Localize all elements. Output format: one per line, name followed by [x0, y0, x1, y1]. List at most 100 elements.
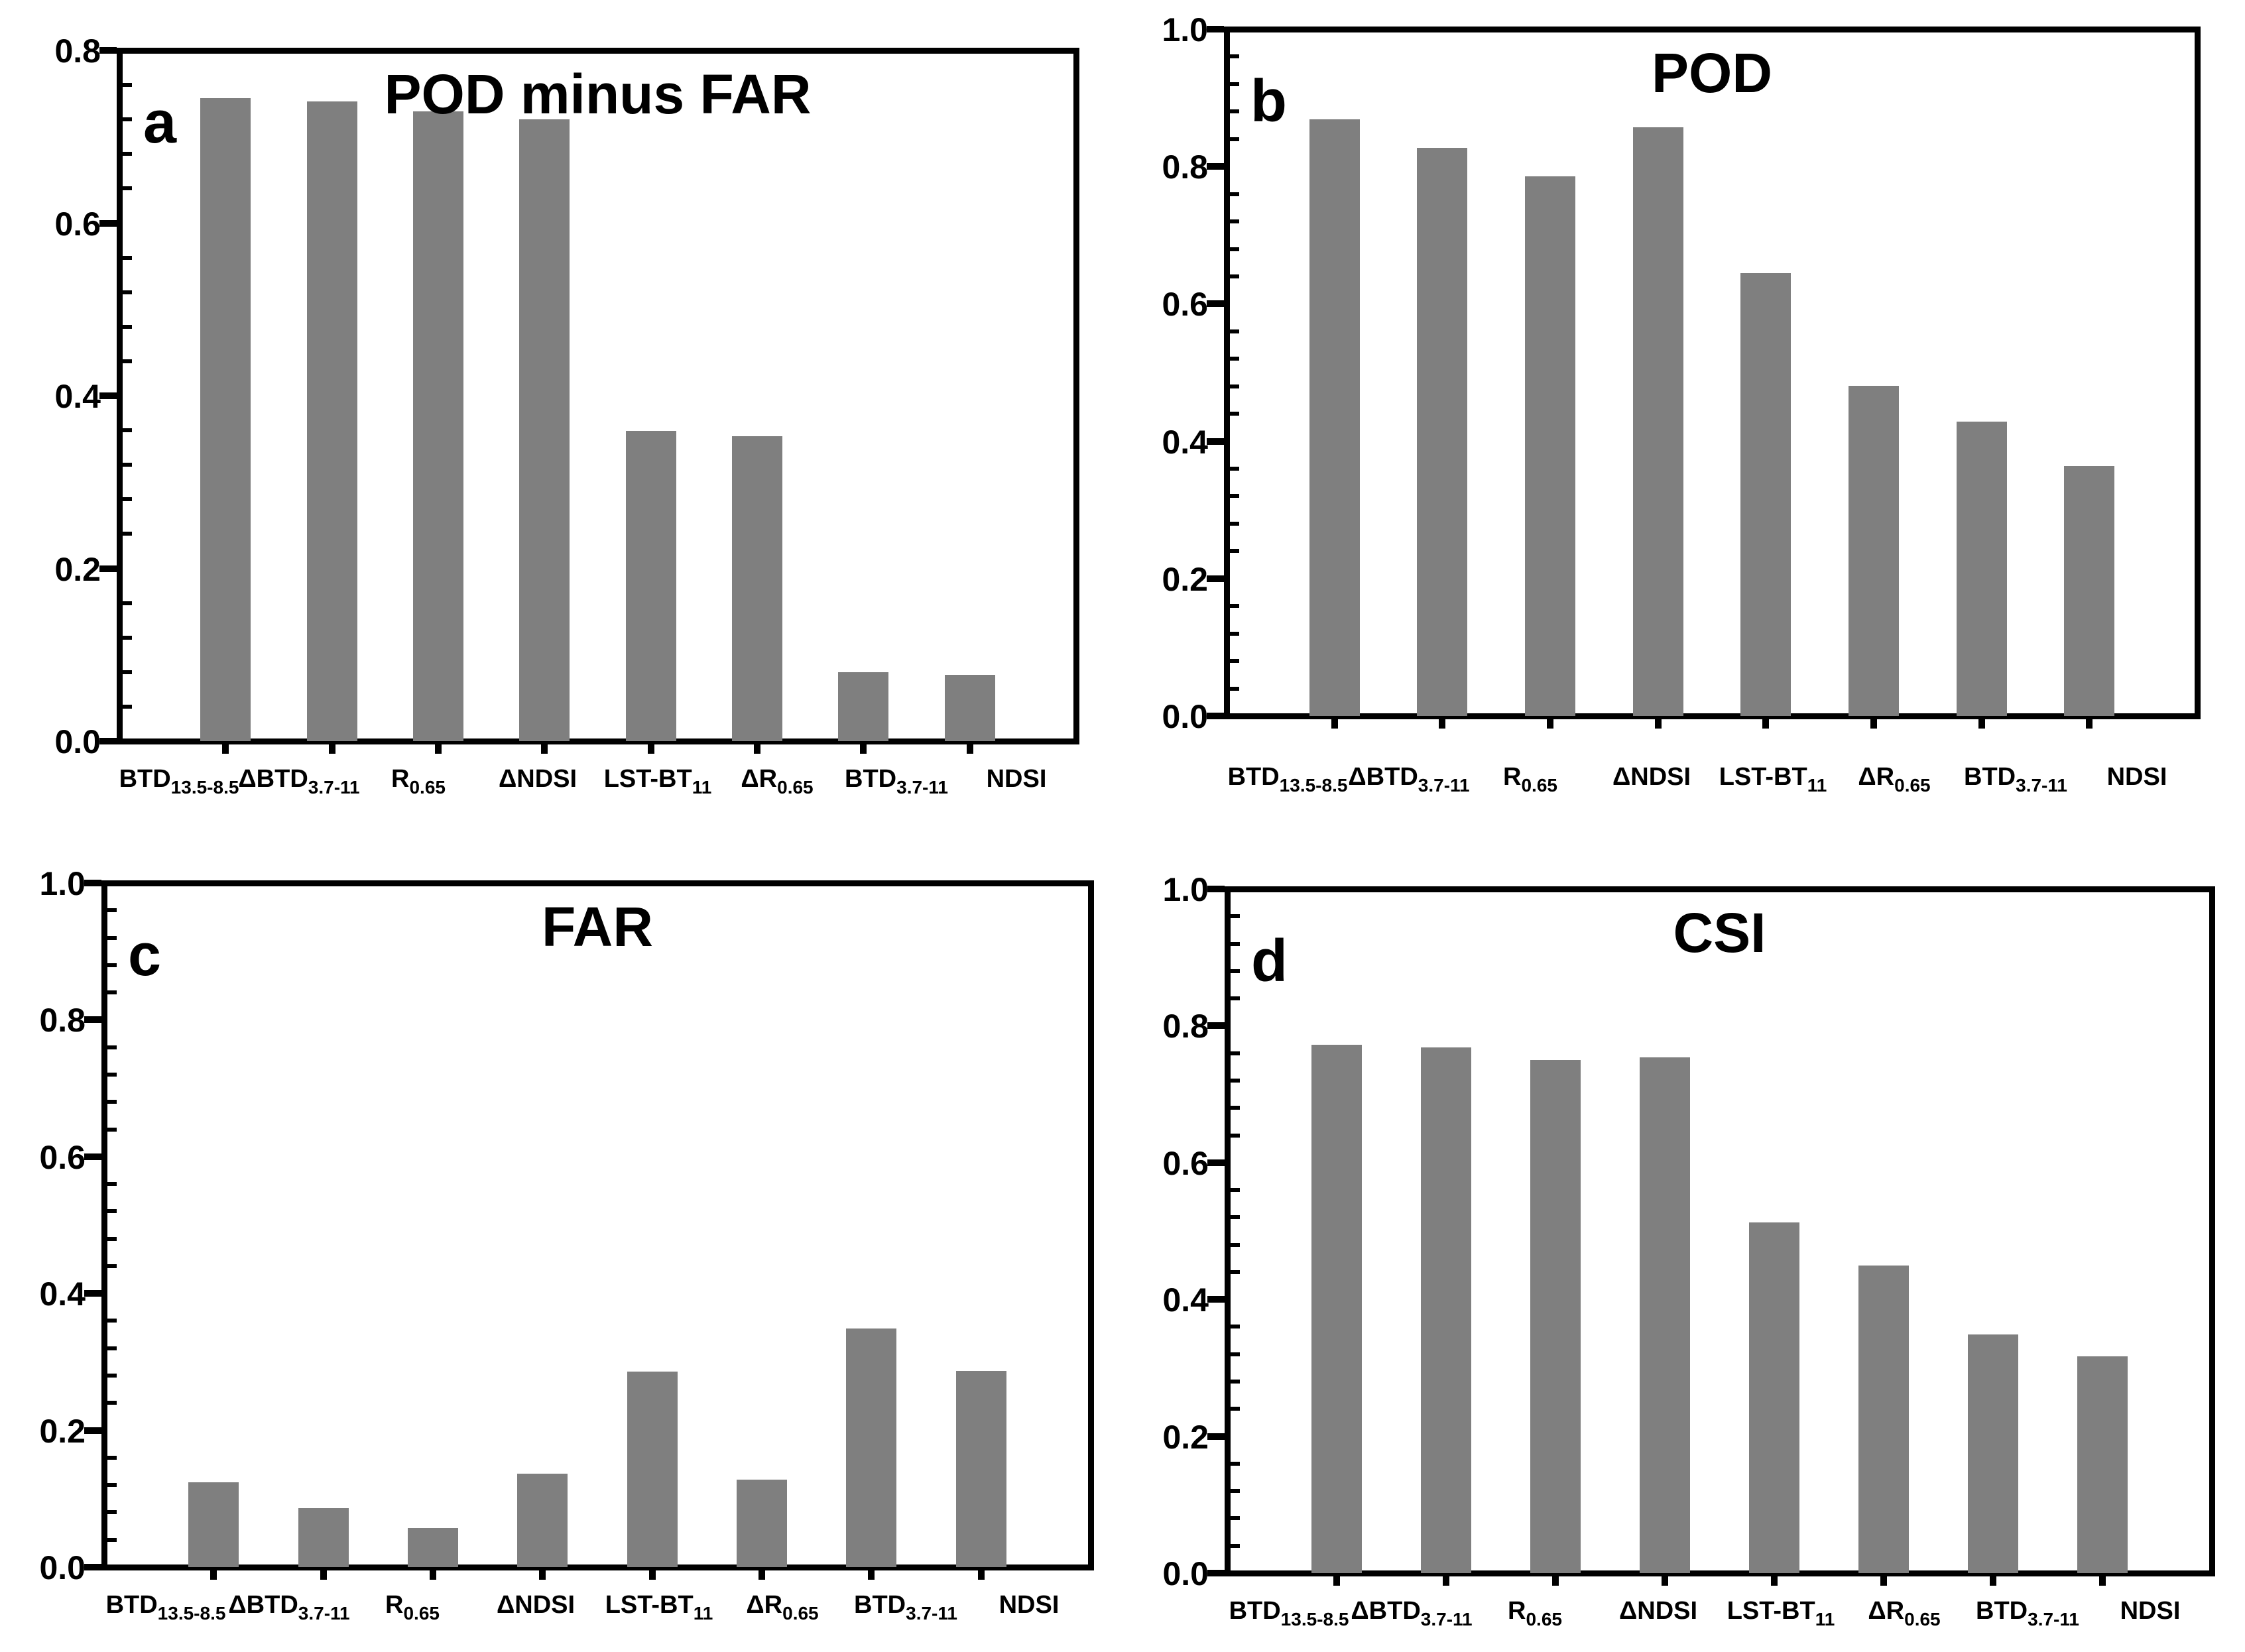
bar-LST-BT_11: [1749, 1222, 1799, 1573]
y-minor-tick: [1231, 1543, 1240, 1548]
x-category-label: BTD3.7-11: [760, 1592, 1052, 1622]
x-category-label: ΔNDSI: [1506, 764, 1797, 790]
x-category-label-main: ΔR: [1858, 763, 1895, 791]
y-minor-tick: [1230, 467, 1239, 471]
y-minor-tick: [1231, 1133, 1240, 1138]
bar-BTD_13.5-8.5: [1309, 119, 1360, 716]
x-category-label-subscript: 3.7-11: [896, 776, 948, 797]
y-minor-tick: [107, 1182, 117, 1187]
x-category-label-subscript: 0.65: [1904, 1608, 1941, 1629]
y-major-tick: [1207, 300, 1224, 308]
plot-box-a: [117, 48, 1079, 744]
x-category-label: BTD3.7-11: [751, 765, 1042, 796]
x-category-label: NDSI: [871, 766, 1162, 792]
y-minor-tick: [123, 324, 132, 329]
y-minor-tick: [1231, 1516, 1240, 1521]
x-tick: [222, 744, 229, 754]
x-category-label-main: ΔBTD: [238, 765, 308, 793]
y-minor-tick: [107, 1209, 117, 1214]
x-category-label-main: BTD: [1229, 1597, 1281, 1625]
x-category-label-main: LST-BT: [603, 765, 692, 793]
y-minor-tick: [1231, 1352, 1240, 1356]
x-category-label: BTD13.5-8.5: [1142, 764, 1433, 794]
y-minor-tick: [1231, 1489, 1240, 1494]
bar-BTD_13.5-8.5: [1311, 1045, 1362, 1573]
x-category-label-main: LST-BT: [605, 1591, 694, 1619]
x-category-label-main: LST-BT: [1727, 1597, 1815, 1625]
y-tick-label: 0.8: [1162, 148, 1208, 186]
y-major-tick: [84, 880, 101, 886]
panel-letter-a: a: [143, 89, 177, 156]
bar-ΔNDSI: [1640, 1057, 1690, 1573]
y-major-tick: [84, 1427, 101, 1434]
y-tick-label: 0.0: [1162, 1555, 1209, 1592]
x-category-label: ΔR0.65: [637, 1592, 928, 1622]
y-major-tick: [99, 219, 117, 227]
y-tick-label: 1.0: [39, 865, 86, 902]
x-category-label-main: BTD: [845, 765, 897, 793]
x-tick: [648, 744, 654, 754]
y-minor-tick: [1230, 604, 1239, 609]
x-tick: [1990, 1576, 1996, 1586]
bar-NDSI: [2064, 466, 2114, 716]
x-category-label-main: NDSI: [2120, 1597, 2181, 1625]
y-tick-label: 0.4: [1162, 1281, 1209, 1319]
x-tick: [1880, 1576, 1887, 1586]
y-minor-tick: [1231, 1078, 1240, 1083]
y-tick-label: 0.6: [1162, 286, 1208, 324]
bar-NDSI: [2077, 1356, 2128, 1573]
x-category-label: ΔNDSI: [1512, 1598, 1804, 1623]
bar-NDSI: [945, 675, 995, 741]
y-minor-tick: [1230, 137, 1239, 141]
y-tick-label: 0.2: [1162, 560, 1208, 598]
y-tick-label: 0.0: [39, 1549, 86, 1586]
y-minor-tick: [1230, 521, 1239, 526]
y-tick-label: 0.6: [54, 205, 101, 243]
y-minor-tick: [123, 428, 132, 433]
bar-BTD_3.7-11: [1968, 1334, 2018, 1573]
x-tick: [1870, 719, 1877, 729]
bar-BTD_3.7-11: [846, 1328, 896, 1567]
x-category-label: ΔBTD3.7-11: [143, 1592, 435, 1622]
y-minor-tick: [1231, 1051, 1240, 1055]
y-minor-tick: [1231, 1188, 1240, 1193]
bar-ΔNDSI: [517, 1474, 568, 1567]
x-category-label-subscript: 3.7-11: [1418, 774, 1470, 796]
y-tick-label: 0.4: [1162, 423, 1208, 461]
x-category-label-subscript: 3.7-11: [298, 1602, 350, 1623]
y-major-tick: [99, 392, 117, 399]
y-major-tick: [84, 1564, 101, 1570]
x-category-label-main: BTD: [1964, 763, 2016, 791]
x-tick: [868, 1570, 875, 1580]
x-category-label-main: ΔBTD: [1348, 763, 1418, 791]
bar-BTD_3.7-11: [1957, 422, 2007, 716]
y-minor-tick: [1231, 969, 1240, 973]
y-minor-tick: [107, 1319, 117, 1323]
x-tick: [435, 744, 442, 754]
bar-LST-BT_11: [626, 431, 676, 741]
x-tick: [541, 744, 548, 754]
bar-BTD_13.5-8.5: [200, 98, 251, 741]
x-tick: [2099, 1576, 2106, 1586]
x-tick: [1978, 719, 1985, 729]
y-minor-tick: [107, 1537, 117, 1542]
y-tick-label: 0.4: [54, 378, 101, 415]
y-major-tick: [1207, 713, 1224, 719]
x-category-label-main: NDSI: [986, 765, 1047, 793]
plot-box-d: [1225, 886, 2215, 1576]
x-tick: [1771, 1576, 1778, 1586]
x-tick: [539, 1570, 546, 1580]
y-major-tick: [1207, 1022, 1225, 1030]
x-category-label: ΔNDSI: [390, 1592, 682, 1618]
y-minor-tick: [123, 117, 132, 122]
x-category-label-subscript: 11: [693, 1602, 713, 1623]
bar-R_0.65: [1525, 176, 1575, 716]
x-category-label-main: ΔR: [741, 765, 778, 793]
y-minor-tick: [107, 1483, 117, 1488]
y-major-tick: [1207, 886, 1225, 892]
y-tick-label: 0.4: [39, 1275, 86, 1313]
y-tick-label: 0.2: [54, 550, 101, 588]
y-minor-tick: [1231, 914, 1240, 919]
y-minor-tick: [1231, 1215, 1240, 1220]
x-category-label-subscript: 13.5-8.5: [1279, 774, 1348, 796]
